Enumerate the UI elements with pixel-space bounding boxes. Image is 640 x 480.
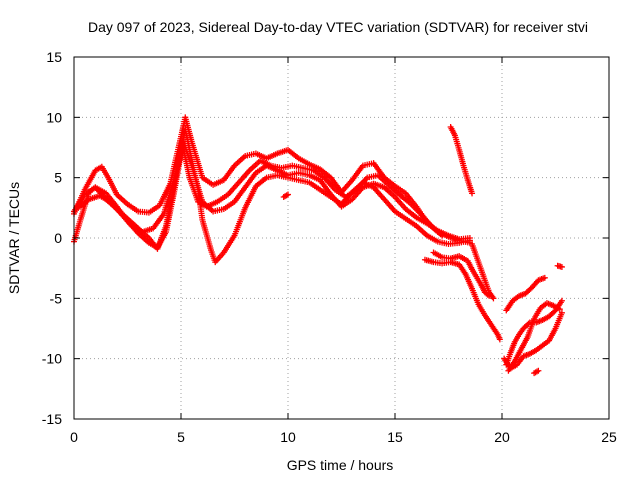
data-point — [469, 190, 476, 197]
data-point — [556, 306, 563, 313]
y-axis-label: SDTVAR / TECUs — [6, 182, 22, 294]
data-point — [490, 295, 497, 302]
data-point — [558, 309, 565, 316]
x-tick-label: 10 — [280, 429, 296, 445]
y-tick-label: -10 — [42, 351, 62, 367]
x-tick-label: 0 — [70, 429, 78, 445]
chart-title: Day 097 of 2023, Sidereal Day-to-day VTE… — [88, 19, 588, 35]
data-point — [466, 237, 473, 244]
series-track-h — [447, 123, 476, 197]
series-track-f — [421, 256, 503, 343]
series-track-o — [280, 191, 291, 200]
data-point — [558, 263, 565, 270]
series-track-m — [531, 367, 542, 377]
y-tick-label: -5 — [50, 290, 63, 306]
series-track-n — [554, 262, 565, 270]
y-tick-label: 10 — [46, 109, 62, 125]
data-point — [439, 232, 446, 239]
data-point — [535, 367, 542, 374]
series-track-l — [503, 274, 548, 314]
y-tick-label: 15 — [46, 49, 62, 65]
grid-lines — [74, 57, 609, 419]
axis-ticks: 0 5 10 15 20 25 -15 -10 -5 0 5 10 15 — [42, 49, 617, 445]
x-axis-label: GPS time / hours — [287, 457, 394, 473]
data-point — [525, 320, 532, 327]
y-tick-label: -15 — [42, 411, 62, 427]
data-point — [496, 336, 503, 343]
series-track-k — [505, 300, 563, 374]
y-tick-label: 5 — [54, 170, 62, 186]
data-point — [558, 297, 565, 304]
y-tick-label: 0 — [54, 230, 62, 246]
data-points — [71, 114, 565, 377]
series-track-d — [75, 144, 446, 239]
data-point — [541, 274, 548, 281]
x-tick-label: 15 — [387, 429, 403, 445]
x-tick-label: 5 — [177, 429, 185, 445]
x-tick-label: 20 — [494, 429, 510, 445]
data-point — [285, 191, 291, 198]
series-track-g — [469, 241, 497, 302]
x-tick-label: 25 — [601, 429, 617, 445]
